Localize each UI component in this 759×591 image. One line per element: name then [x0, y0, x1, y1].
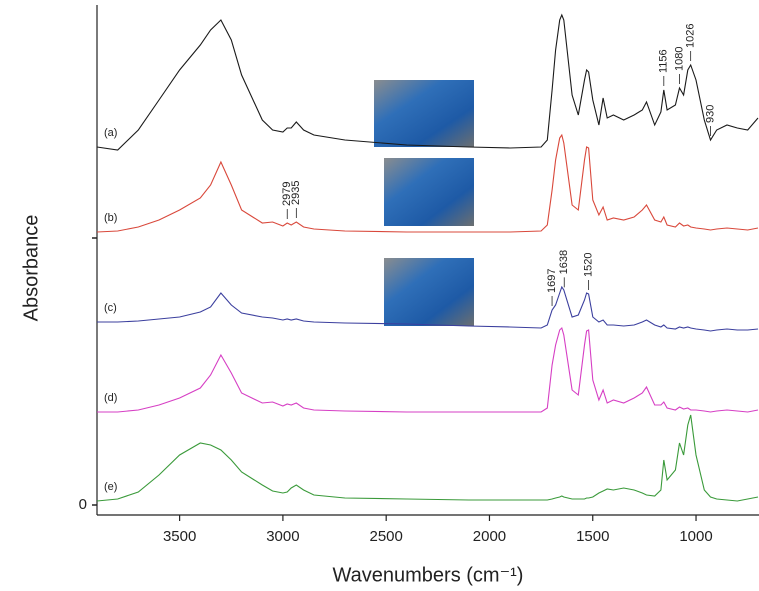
x-tick-label: 1000: [679, 528, 712, 545]
peak-label: 1080: [673, 47, 685, 71]
spectrum-line: [96, 133, 759, 233]
spectrum-line: [97, 285, 759, 332]
spectrum-line: [97, 326, 759, 413]
inset-photo: [384, 158, 474, 226]
peak-label: 1156: [658, 49, 670, 73]
series-label: (d): [104, 392, 117, 404]
x-tick-label: 1500: [576, 528, 609, 545]
series-label: (a): [104, 127, 117, 139]
inset-photos: [374, 80, 474, 326]
inset-photo: [384, 258, 474, 326]
y-axis-label: Absorbance: [20, 215, 42, 322]
peak-label: 1520: [583, 253, 595, 277]
series-label: (e): [104, 481, 117, 493]
x-tick-label: 3500: [163, 528, 196, 545]
inset-photo: [374, 80, 474, 147]
series-label: (b): [104, 212, 117, 224]
peak-label: 2935: [290, 181, 302, 205]
x-tick-label: 2000: [473, 528, 506, 545]
peak-label: 2979: [281, 182, 293, 206]
peak-label: 1026: [685, 24, 697, 48]
x-tick-label: 2500: [370, 528, 403, 545]
peak-label: 930: [704, 105, 716, 123]
spectrum-line: [96, 414, 759, 502]
series-label: (c): [104, 302, 117, 314]
peak-label: 1697: [546, 269, 558, 293]
peak-label: 1638: [558, 250, 570, 274]
spectrum-line: [96, 13, 759, 151]
y-tick-label: 0: [79, 496, 87, 513]
x-axis-label: Wavenumbers (cm⁻¹): [333, 564, 524, 586]
x-tick-label: 3000: [266, 528, 299, 545]
